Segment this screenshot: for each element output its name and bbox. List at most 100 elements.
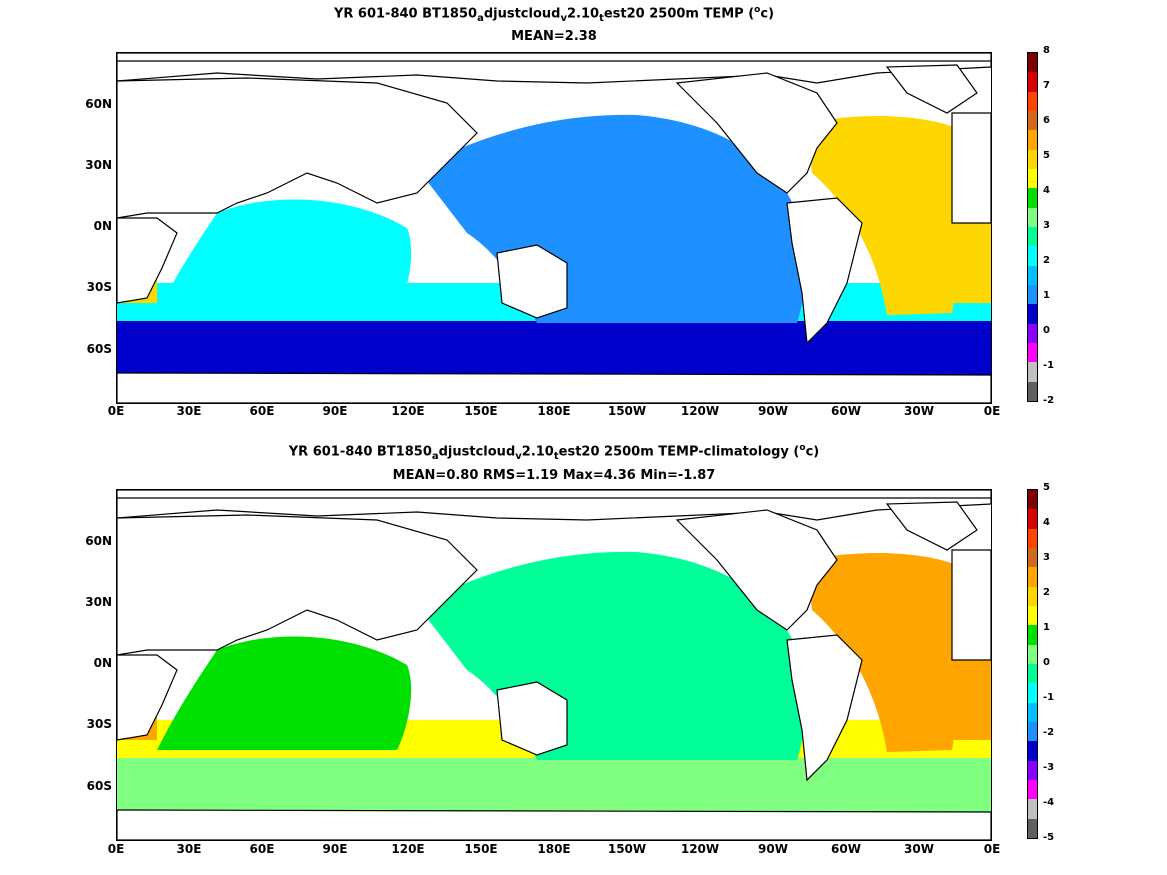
x-tick-label: 0E [107, 404, 125, 418]
colorbar [1027, 52, 1038, 402]
y-tick-label: 60S [86, 342, 112, 356]
colorbar-segment [1028, 702, 1037, 722]
colorbar-segment [1028, 188, 1037, 208]
colorbar-segment [1028, 547, 1037, 568]
colorbar-segment [1028, 644, 1037, 664]
chart-subtitle: MEAN=2.38 [511, 29, 597, 44]
x-tick-label: 150W [607, 404, 647, 418]
colorbar-tick-label: 5 [1043, 150, 1050, 161]
colorbar-segment [1028, 362, 1037, 382]
eurasia [117, 77, 478, 219]
title-segment: YR 601-840 BT1850 [288, 444, 432, 460]
colorbar-segment [1028, 567, 1037, 587]
title-segment: est20 2500m TEMP ( [603, 6, 755, 22]
colorbar-tick-label: 6 [1043, 115, 1050, 126]
x-tick-label: 150W [607, 842, 647, 856]
map-plot [116, 52, 992, 404]
colorbar-segment [1028, 625, 1037, 645]
colorbar-tick-label: 7 [1043, 80, 1050, 91]
colorbar-tick-label: -2 [1043, 727, 1055, 738]
south-america [786, 634, 863, 782]
colorbar-tick-label: 3 [1043, 552, 1050, 563]
colorbar-tick-label: 4 [1043, 185, 1050, 196]
x-tick-label: 180E [537, 404, 571, 418]
colorbar-segment [1028, 509, 1037, 529]
colorbar-segment [1028, 528, 1037, 548]
title-segment: djustcloud [438, 444, 516, 460]
x-tick-label: 90W [758, 404, 788, 418]
colorbar-tick-label: 0 [1043, 325, 1050, 336]
colorbar-segment [1028, 149, 1037, 169]
title-segment: c) [805, 444, 820, 460]
north-america [675, 509, 838, 631]
antarctic-band [117, 758, 991, 813]
y-tick-label: 60N [85, 97, 112, 111]
x-tick-label: 60W [831, 842, 861, 856]
antarctic-band [117, 321, 991, 376]
colorbar-tick-label: -5 [1043, 832, 1055, 843]
colorbar-segment [1028, 53, 1037, 73]
colorbar-segment [1028, 226, 1037, 247]
chart-title: YR 601-840 BT1850adjustcloudv2.10test20 … [116, 5, 992, 24]
x-tick-label: 150E [464, 404, 498, 418]
x-tick-label: 30E [176, 842, 202, 856]
colorbar-tick-label: 3 [1043, 220, 1050, 231]
colorbar-segment [1028, 284, 1037, 305]
colorbar-tick-label: 8 [1043, 45, 1050, 56]
colorbar-segment [1028, 304, 1037, 324]
y-tick-label: 60N [85, 534, 112, 548]
colorbar-segment [1028, 110, 1037, 131]
title-segment: a [477, 12, 484, 24]
europe-africa-east [951, 549, 991, 661]
colorbar-segment [1028, 779, 1037, 800]
colorbar-segment [1028, 130, 1037, 150]
x-tick-label: 120E [391, 842, 425, 856]
y-tick-label: 0N [93, 219, 112, 233]
x-tick-label: 90E [322, 404, 348, 418]
colorbar-segment [1028, 323, 1037, 343]
title-segment: c) [760, 6, 775, 22]
antarctica [117, 809, 991, 840]
colorbar-segment [1028, 799, 1037, 819]
title-segment: 2.10 [521, 444, 554, 460]
south-atlantic-east [952, 660, 991, 740]
x-tick-label: 0E [107, 842, 125, 856]
antarctica [117, 372, 991, 403]
colorbar-segment [1028, 586, 1037, 606]
indian-ocean [157, 636, 412, 750]
colorbar-tick-label: 2 [1043, 255, 1050, 266]
eurasia [117, 514, 478, 656]
x-tick-label: 0E [983, 404, 1001, 418]
colorbar-segment [1028, 663, 1037, 684]
title-segment: YR 601-840 BT1850 [333, 6, 478, 22]
title-segment: t [553, 450, 559, 462]
title-segment: v [560, 12, 567, 24]
colorbar [1027, 489, 1038, 839]
x-tick-label: 60E [249, 842, 275, 856]
chart-subtitle: MEAN=0.80 RMS=1.19 Max=4.36 Min=-1.87 [392, 468, 716, 483]
colorbar-tick-label: 4 [1043, 517, 1050, 528]
colorbar-segment [1028, 246, 1037, 266]
x-tick-label: 60E [249, 404, 275, 418]
colorbar-segment [1028, 381, 1037, 401]
greenland [885, 64, 978, 114]
title-segment: a [431, 450, 439, 462]
title-segment: 2.10 [566, 6, 600, 22]
north-atlantic [807, 553, 965, 752]
greenland [885, 501, 978, 551]
x-tick-label: 30W [904, 404, 934, 418]
top-edge [117, 490, 991, 499]
north-america [675, 72, 838, 194]
colorbar-segment [1028, 605, 1037, 626]
top-panel: YR 601-840 BT1850adjustcloudv2.10test20 … [0, 0, 1167, 437]
y-tick-label: 30N [85, 158, 112, 172]
colorbar-segment [1028, 760, 1037, 780]
x-tick-label: 90W [758, 842, 788, 856]
colorbar-segment [1028, 721, 1037, 742]
colorbar-tick-label: -3 [1043, 762, 1055, 773]
colorbar-tick-label: 1 [1043, 622, 1050, 633]
x-tick-label: 30W [904, 842, 934, 856]
colorbar-tick-label: 1 [1043, 290, 1050, 301]
colorbar-segment [1028, 342, 1037, 363]
title-segment: v [515, 450, 522, 462]
